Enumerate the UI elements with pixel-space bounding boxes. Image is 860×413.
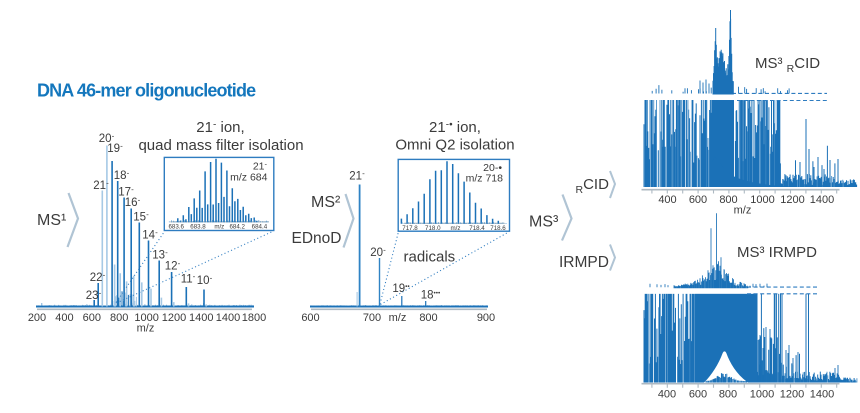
svg-text:600: 600: [83, 312, 101, 324]
svg-text:16-: 16-: [125, 196, 141, 209]
svg-text:MS²: MS²: [311, 194, 341, 211]
svg-text:800: 800: [419, 312, 437, 324]
svg-text:DNA 46-mer oligonucleotide: DNA 46-mer oligonucleotide: [37, 81, 256, 101]
svg-text:1400: 1400: [810, 389, 834, 401]
svg-text:683.6: 683.6: [168, 224, 184, 231]
svg-text:1200: 1200: [162, 312, 186, 324]
svg-text:quad mass filter isolation: quad mass filter isolation: [138, 137, 303, 154]
svg-text:m/z: m/z: [734, 205, 752, 217]
svg-text:radicals: radicals: [404, 249, 456, 266]
svg-text:23-: 23-: [86, 289, 102, 302]
svg-text:m/z 684: m/z 684: [230, 172, 268, 184]
svg-text:684.2: 684.2: [229, 224, 245, 231]
svg-text:EDnoD: EDnoD: [292, 230, 342, 247]
svg-text:10-: 10-: [197, 274, 213, 287]
svg-text:1000: 1000: [750, 194, 774, 206]
svg-text:683.8: 683.8: [190, 224, 206, 231]
svg-text:700: 700: [363, 312, 381, 324]
svg-text:21- ion,: 21- ion,: [196, 119, 244, 136]
svg-text:400: 400: [55, 312, 73, 324]
svg-text:1800: 1800: [242, 312, 266, 324]
svg-text:12-: 12-: [165, 259, 181, 272]
svg-text:m/z 718: m/z 718: [466, 173, 504, 185]
svg-text:18-: 18-: [114, 169, 130, 182]
svg-text:800: 800: [719, 389, 737, 401]
svg-text:200: 200: [28, 312, 46, 324]
svg-text:400: 400: [658, 194, 676, 206]
svg-text:1200: 1200: [780, 389, 804, 401]
svg-text:400: 400: [658, 389, 676, 401]
svg-text:14-: 14-: [142, 228, 158, 241]
svg-text:15-: 15-: [133, 210, 149, 223]
svg-text:m/z: m/z: [389, 312, 407, 324]
svg-text:13-: 13-: [152, 248, 168, 261]
svg-text:IRMPD: IRMPD: [559, 254, 609, 271]
svg-text:11-: 11-: [181, 272, 196, 285]
svg-text:RCID: RCID: [576, 176, 610, 196]
svg-text:717.8: 717.8: [402, 225, 418, 232]
svg-text:600: 600: [301, 312, 319, 324]
svg-text:1000: 1000: [134, 312, 158, 324]
svg-text:900: 900: [477, 312, 495, 324]
svg-text:1400: 1400: [810, 194, 834, 206]
svg-text:MS³: MS³: [529, 214, 559, 231]
svg-text:21-: 21-: [349, 169, 365, 182]
svg-text:800: 800: [110, 312, 128, 324]
svg-text:21-• ion,: 21-• ion,: [429, 119, 481, 136]
svg-text:20-: 20-: [370, 246, 386, 259]
svg-text:800: 800: [719, 194, 737, 206]
svg-text:1000: 1000: [750, 389, 774, 401]
svg-text:1400: 1400: [216, 312, 240, 324]
svg-text:718.4: 718.4: [469, 225, 485, 232]
svg-text:21-: 21-: [253, 160, 268, 173]
svg-text:m/z: m/z: [137, 323, 155, 335]
svg-text:600: 600: [689, 194, 707, 206]
svg-text:19-: 19-: [107, 142, 123, 155]
svg-text:600: 600: [689, 389, 707, 401]
svg-text:21-: 21-: [93, 179, 109, 192]
svg-text:17-: 17-: [118, 185, 134, 198]
svg-text:MS³ RCID: MS³ RCID: [755, 55, 820, 75]
svg-text:MS³ IRMPD: MS³ IRMPD: [737, 244, 817, 261]
svg-text:22-: 22-: [90, 271, 106, 284]
svg-text:718.0: 718.0: [425, 225, 441, 232]
svg-text:684.4: 684.4: [252, 224, 268, 231]
svg-text:20-: 20-: [99, 132, 115, 145]
svg-text:20-•: 20-•: [483, 162, 502, 174]
svg-text:1400: 1400: [189, 312, 213, 324]
svg-text:MS¹: MS¹: [37, 212, 66, 229]
svg-text:1200: 1200: [780, 194, 804, 206]
svg-text:Omni Q2 isolation: Omni Q2 isolation: [395, 137, 514, 154]
svg-text:m/z: m/z: [214, 224, 224, 231]
svg-text:m/z: m/z: [451, 225, 461, 232]
svg-text:718.6: 718.6: [490, 225, 506, 232]
